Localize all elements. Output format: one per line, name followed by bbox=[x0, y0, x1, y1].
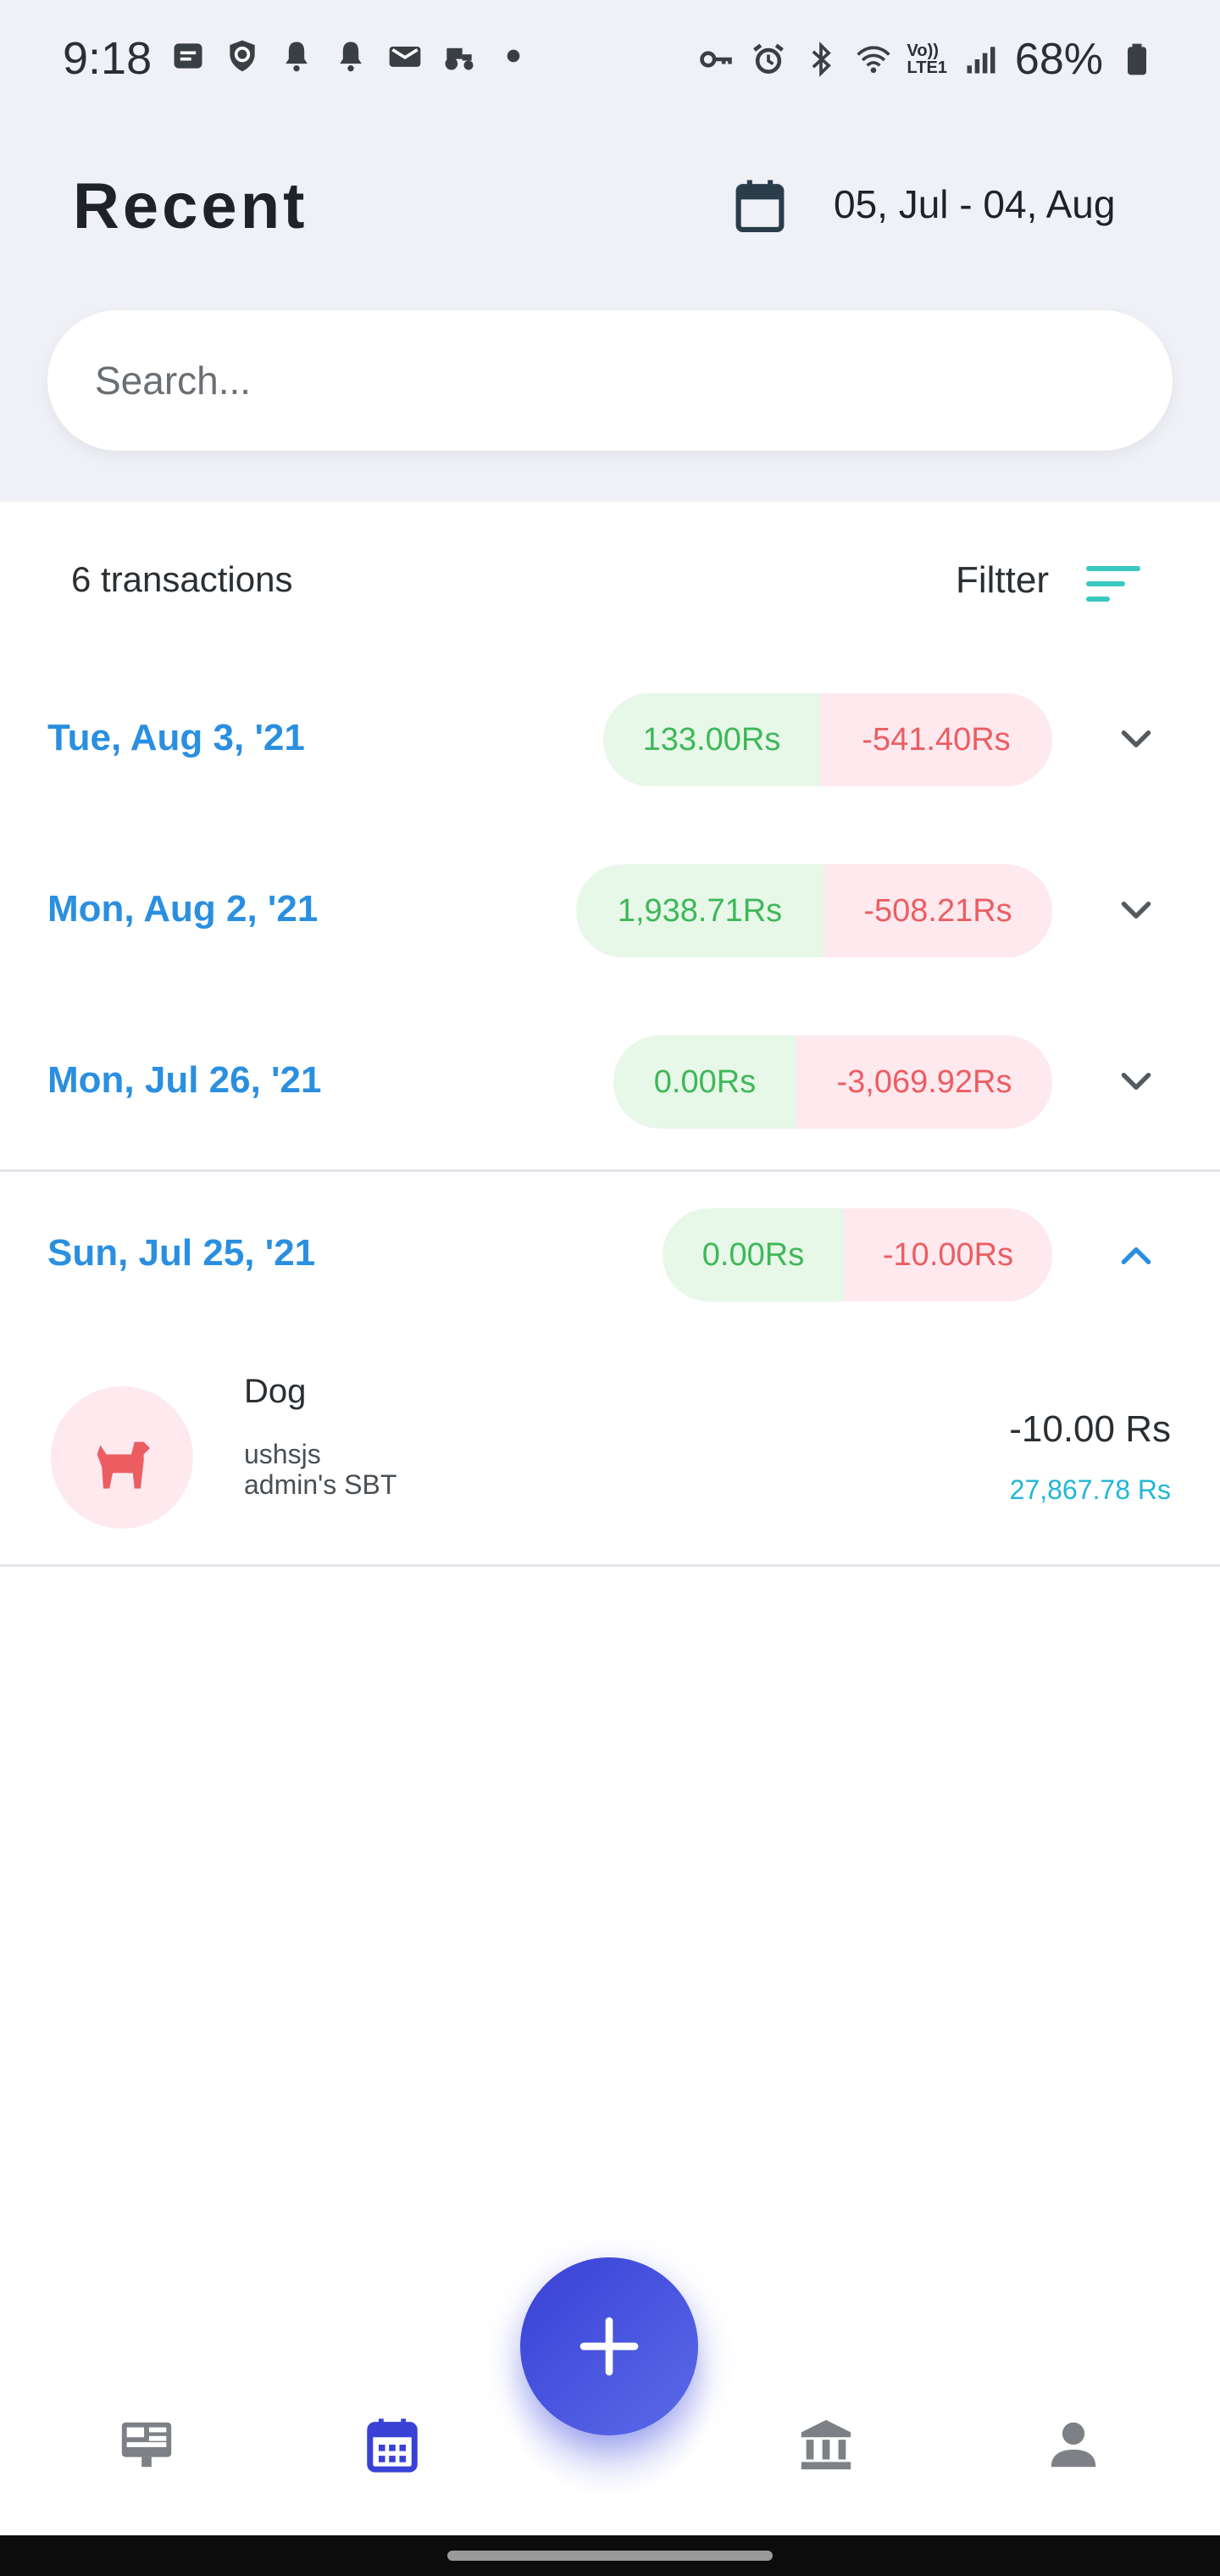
day-income: 0.00Rs bbox=[663, 1208, 844, 1302]
alarm-icon bbox=[752, 43, 784, 74]
filter-button[interactable]: Filtter bbox=[956, 559, 1049, 601]
category-avatar bbox=[51, 1386, 193, 1529]
day-income: 0.00Rs bbox=[613, 1035, 796, 1129]
volte-label: Vo)) LTE1 bbox=[907, 42, 947, 76]
add-transaction-button[interactable] bbox=[520, 2257, 698, 2435]
notification-icons bbox=[169, 37, 532, 75]
day-row[interactable]: Mon, Jul 26, '21 0.00Rs -3,069.92Rs bbox=[0, 1017, 1220, 1144]
section-divider bbox=[0, 1169, 1220, 1172]
bottom-nav-right bbox=[712, 2346, 1220, 2535]
day-expense: -3,069.92Rs bbox=[796, 1035, 1052, 1129]
date-range-label[interactable]: 05, Jul - 04, Aug bbox=[834, 182, 1116, 226]
battery-icon bbox=[1128, 43, 1146, 75]
day-expense: -508.21Rs bbox=[824, 864, 1052, 958]
plus-icon bbox=[580, 2317, 639, 2376]
day-expense: -10.00Rs bbox=[844, 1208, 1052, 1302]
transactions-panel bbox=[0, 502, 1220, 2451]
page-title: Recent bbox=[73, 170, 308, 242]
key-icon bbox=[699, 51, 732, 68]
shield-icon bbox=[230, 40, 255, 72]
day-totals: 1,938.71Rs -508.21Rs bbox=[576, 864, 1052, 958]
day-income: 133.00Rs bbox=[603, 693, 820, 786]
calendar-icon[interactable] bbox=[363, 2415, 422, 2474]
day-income: 1,938.71Rs bbox=[576, 864, 824, 958]
transaction-amount: -10.00 Rs bbox=[1009, 1408, 1171, 1450]
search-input[interactable] bbox=[47, 310, 1173, 451]
day-totals: 133.00Rs -541.40Rs bbox=[603, 693, 1052, 786]
calendar-icon[interactable] bbox=[734, 178, 786, 234]
status-bar: 9:18 Vo)) LTE1 68% bbox=[0, 0, 1220, 119]
chevron-up-icon[interactable] bbox=[1115, 1234, 1157, 1276]
transaction-account: admin's SBT bbox=[244, 1469, 397, 1500]
transaction-count: 6 transactions bbox=[71, 559, 293, 599]
transaction-note: ushsjs bbox=[244, 1439, 321, 1469]
day-row[interactable]: Tue, Aug 3, '21 133.00Rs -541.40Rs bbox=[0, 675, 1220, 802]
message-icon bbox=[174, 43, 202, 69]
day-date: Mon, Aug 2, '21 bbox=[47, 888, 319, 930]
dot-icon bbox=[507, 49, 520, 63]
day-date: Tue, Aug 3, '21 bbox=[47, 717, 305, 758]
bank-icon[interactable] bbox=[796, 2415, 856, 2474]
chevron-down-icon[interactable] bbox=[1115, 890, 1157, 932]
transaction-category: Dog bbox=[244, 1373, 307, 1410]
bell-icon bbox=[286, 42, 308, 72]
day-totals: 0.00Rs -10.00Rs bbox=[663, 1208, 1052, 1302]
chevron-down-icon[interactable] bbox=[1115, 719, 1157, 761]
chevron-down-icon[interactable] bbox=[1115, 1061, 1157, 1103]
day-date: Sun, Jul 25, '21 bbox=[47, 1232, 316, 1274]
volte-text: Vo)) bbox=[907, 42, 939, 60]
system-icons: Vo)) LTE1 68% bbox=[697, 34, 1156, 85]
day-totals: 0.00Rs -3,069.92Rs bbox=[613, 1035, 1052, 1129]
day-expense: -541.40Rs bbox=[820, 693, 1052, 786]
person-icon[interactable] bbox=[1044, 2415, 1103, 2474]
filter-icon[interactable] bbox=[1084, 563, 1144, 605]
mail-icon bbox=[389, 47, 421, 67]
bluetooth-icon bbox=[812, 42, 831, 77]
wifi-icon bbox=[856, 46, 890, 74]
bell-icon bbox=[340, 42, 362, 72]
dog-icon bbox=[97, 1441, 150, 1489]
battery-percent: 68% bbox=[1014, 35, 1103, 84]
signal-icon bbox=[967, 47, 995, 74]
status-time: 9:18 bbox=[63, 33, 152, 84]
lte-text: LTE1 bbox=[907, 58, 947, 77]
day-date: Mon, Jul 26, '21 bbox=[47, 1059, 322, 1101]
day-row[interactable]: Sun, Jul 25, '21 0.00Rs -10.00Rs bbox=[0, 1190, 1220, 1317]
home-handle[interactable] bbox=[447, 2551, 773, 2561]
transaction-balance: 27,867.78 Rs bbox=[1009, 1474, 1171, 1505]
bottom-nav-left bbox=[0, 2346, 508, 2535]
bottom-nav-middle bbox=[474, 2440, 746, 2535]
dashboard-icon[interactable] bbox=[117, 2415, 176, 2474]
section-divider bbox=[0, 1564, 1220, 1567]
tractor-icon bbox=[445, 47, 474, 70]
day-row[interactable]: Mon, Aug 2, '21 1,938.71Rs -508.21Rs bbox=[0, 846, 1220, 973]
